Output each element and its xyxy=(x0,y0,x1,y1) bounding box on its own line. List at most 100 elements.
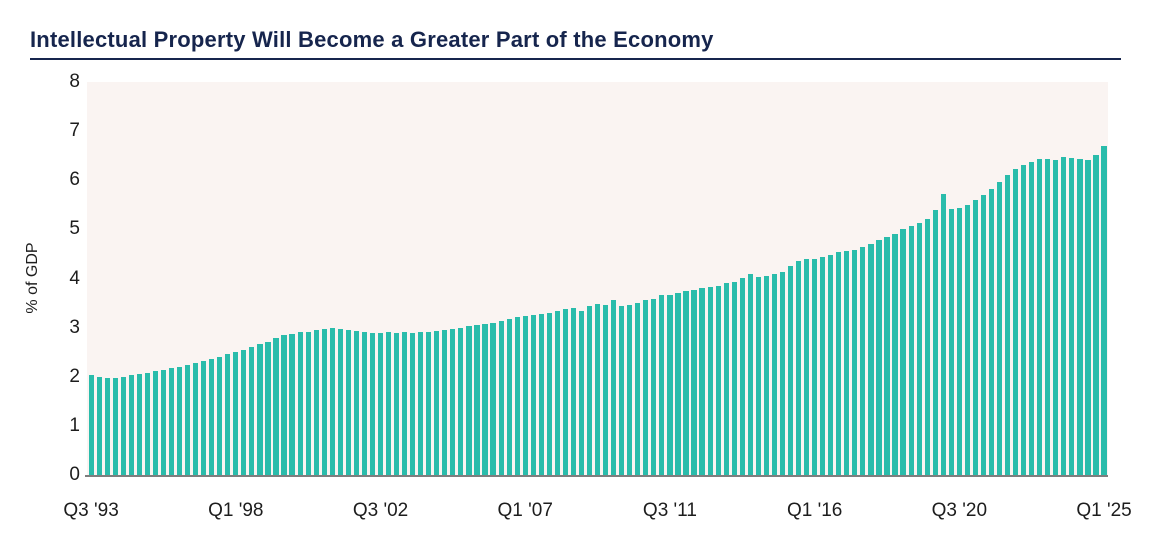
bar xyxy=(667,294,673,475)
bar xyxy=(257,344,263,475)
bar xyxy=(249,346,255,475)
bar xyxy=(506,318,512,475)
bar xyxy=(1101,145,1107,475)
bar xyxy=(152,371,158,475)
bar xyxy=(160,369,167,475)
bar xyxy=(450,329,456,475)
bar xyxy=(763,275,769,475)
y-tick-label: 2 xyxy=(69,365,80,387)
bar xyxy=(305,332,311,475)
bar xyxy=(217,356,223,475)
bar xyxy=(779,272,786,475)
bar xyxy=(948,208,954,475)
bar xyxy=(715,285,721,475)
bar xyxy=(739,278,745,475)
bar xyxy=(393,333,400,475)
bar xyxy=(860,247,866,475)
bar xyxy=(554,310,560,475)
x-tick-label: Q3 '11 xyxy=(642,500,697,521)
bar xyxy=(88,375,94,475)
bar xyxy=(659,295,665,475)
bar xyxy=(619,306,625,475)
bar xyxy=(570,308,577,475)
bar xyxy=(1037,159,1043,475)
bar xyxy=(96,377,102,475)
bar xyxy=(337,329,343,475)
bar xyxy=(466,326,472,475)
y-tick-label: 0 xyxy=(69,464,80,485)
bar xyxy=(1093,154,1099,475)
bar xyxy=(876,240,882,475)
x-axis-line xyxy=(85,475,1108,477)
bar xyxy=(265,341,271,475)
bar xyxy=(892,234,898,475)
bar xyxy=(828,255,834,475)
bar xyxy=(458,327,464,475)
x-tick-label: Q1 '07 xyxy=(497,500,553,521)
bar xyxy=(578,310,585,475)
y-tick-label: 8 xyxy=(69,71,80,92)
bar xyxy=(184,364,191,475)
bar xyxy=(418,332,424,475)
bar xyxy=(377,333,384,475)
bar xyxy=(120,376,126,475)
bar xyxy=(795,260,802,475)
y-axis-ticks: 0 1 2 3 4 5 6 7 8 xyxy=(0,71,80,485)
bar xyxy=(643,300,649,475)
bar xyxy=(611,300,617,475)
title-underline-rule xyxy=(30,58,1121,60)
y-tick-label: 7 xyxy=(69,120,80,142)
bar xyxy=(940,194,946,475)
bar xyxy=(128,375,134,475)
bar xyxy=(755,277,761,475)
bar xyxy=(699,287,705,475)
bar xyxy=(273,337,279,475)
x-tick-label: Q3 '02 xyxy=(352,500,409,521)
bar xyxy=(1061,156,1067,475)
bar xyxy=(313,330,319,475)
bar xyxy=(868,243,874,475)
bar xyxy=(1021,165,1027,475)
bar xyxy=(820,256,826,475)
bar xyxy=(1053,160,1059,475)
bar xyxy=(209,359,215,475)
bar xyxy=(1085,159,1091,475)
bar xyxy=(900,228,906,475)
bar xyxy=(474,325,480,475)
bar xyxy=(385,332,392,475)
bar xyxy=(345,330,351,475)
bar xyxy=(522,316,528,475)
bar xyxy=(916,223,922,475)
bar xyxy=(1077,158,1083,475)
bar xyxy=(321,329,327,475)
y-tick-label: 6 xyxy=(69,169,80,191)
bar xyxy=(442,330,448,475)
bar xyxy=(112,377,118,475)
bar xyxy=(538,314,544,475)
bar xyxy=(932,209,938,475)
plot-area xyxy=(87,82,1108,475)
bar xyxy=(924,218,930,475)
bar xyxy=(514,316,520,475)
bar xyxy=(546,312,552,475)
bar xyxy=(723,283,729,475)
bar xyxy=(972,200,979,475)
bar xyxy=(996,182,1003,475)
bar xyxy=(908,226,914,475)
bar xyxy=(530,315,536,475)
bar xyxy=(787,266,794,475)
bar xyxy=(980,195,987,475)
bar xyxy=(964,204,970,475)
x-tick-label: Q1 '98 xyxy=(208,500,264,521)
bar xyxy=(627,305,633,475)
bar xyxy=(225,354,231,475)
bar xyxy=(193,363,199,475)
bar xyxy=(586,306,593,475)
bar xyxy=(1029,161,1035,475)
bar xyxy=(490,322,496,475)
bar xyxy=(361,332,368,475)
bar xyxy=(289,333,295,475)
bar xyxy=(956,208,962,475)
bar xyxy=(836,251,842,475)
